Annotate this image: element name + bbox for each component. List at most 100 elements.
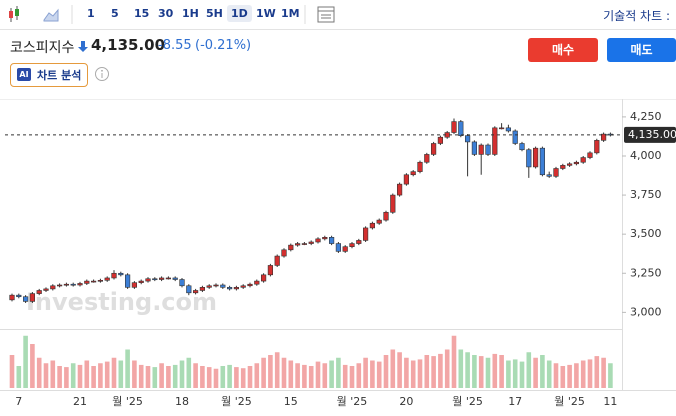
last-price-box bbox=[624, 126, 676, 143]
volume-bar bbox=[506, 360, 511, 388]
candle-body bbox=[349, 243, 355, 247]
volume-bar bbox=[526, 352, 532, 388]
candle-body bbox=[410, 171, 416, 176]
volume-bar bbox=[91, 366, 96, 388]
x-tick-label: 11 bbox=[603, 395, 617, 408]
volume-bar bbox=[594, 356, 600, 388]
y-tick-label: 3,500 bbox=[630, 227, 662, 240]
volume-bar bbox=[308, 366, 314, 388]
sell-button[interactable]: 매도 bbox=[607, 38, 676, 62]
volume-bar bbox=[444, 349, 450, 388]
interval-button[interactable]: 1W bbox=[256, 7, 276, 20]
volume-bar bbox=[70, 363, 76, 388]
candle-body bbox=[553, 168, 559, 177]
volume-bar bbox=[254, 363, 260, 388]
volume-bar bbox=[512, 359, 518, 388]
candle-body bbox=[36, 290, 42, 294]
interval-button[interactable]: 1M bbox=[281, 7, 300, 20]
candle-body bbox=[566, 163, 573, 166]
candle-body bbox=[498, 127, 505, 130]
volume-bar bbox=[519, 361, 525, 388]
candle-body bbox=[84, 280, 90, 284]
candle-body bbox=[505, 127, 512, 132]
volume-bar bbox=[458, 349, 464, 388]
volume-bar bbox=[227, 364, 232, 388]
volume-bar bbox=[397, 352, 402, 388]
candle-body bbox=[600, 133, 607, 141]
chart-menu[interactable]: 기술적 차트 : bbox=[603, 9, 670, 23]
volume-bar bbox=[349, 366, 355, 388]
candle-body bbox=[301, 243, 308, 245]
candle-body bbox=[247, 283, 253, 287]
volume-bar bbox=[261, 357, 266, 388]
interval-button[interactable]: 1H bbox=[182, 7, 199, 20]
volume-bar bbox=[16, 366, 22, 388]
candle-body bbox=[335, 243, 342, 252]
interval-button[interactable]: 30 bbox=[158, 7, 174, 20]
candle-body bbox=[186, 285, 192, 294]
volume-bar bbox=[465, 352, 470, 388]
candle-body bbox=[274, 255, 280, 266]
candle-body bbox=[315, 238, 321, 243]
volume-bar bbox=[356, 363, 362, 388]
y-tick-label: 3,750 bbox=[630, 188, 662, 201]
candle-body bbox=[206, 285, 212, 288]
volume-bar bbox=[315, 361, 321, 388]
y-tick-label: 3,000 bbox=[630, 305, 662, 318]
candle-body bbox=[539, 147, 545, 176]
candle-body bbox=[138, 280, 144, 283]
candle-body bbox=[471, 141, 478, 155]
buy-button[interactable]: 매수 bbox=[528, 38, 598, 62]
candle-body bbox=[342, 246, 348, 252]
candle-body bbox=[213, 284, 219, 287]
x-tick-label: 18 bbox=[175, 395, 189, 408]
candle-body bbox=[233, 287, 240, 290]
volume-bar bbox=[111, 357, 117, 388]
volume-bar bbox=[404, 357, 409, 388]
area-icon[interactable] bbox=[43, 8, 59, 22]
candle-body bbox=[179, 279, 185, 287]
volume-bar bbox=[125, 349, 130, 388]
candle-body bbox=[369, 222, 376, 229]
volume-bar bbox=[370, 360, 375, 388]
interval-button[interactable]: 5H bbox=[206, 7, 223, 20]
interval-button[interactable]: 1 bbox=[87, 7, 95, 20]
candle-body bbox=[22, 296, 29, 302]
interval-button[interactable]: 15 bbox=[134, 7, 150, 20]
interval-button[interactable]: 1D bbox=[227, 5, 252, 22]
candle-body bbox=[362, 227, 369, 241]
candle-body bbox=[322, 237, 328, 240]
candle-body bbox=[356, 240, 362, 244]
candle-body bbox=[478, 144, 484, 155]
candle-body bbox=[254, 280, 260, 285]
change: -8.55 bbox=[158, 38, 192, 53]
candle-body bbox=[546, 174, 552, 177]
ai-button[interactable] bbox=[10, 63, 88, 87]
table-icon[interactable] bbox=[317, 6, 335, 23]
volume-bar bbox=[213, 368, 219, 388]
volume-bar bbox=[601, 357, 606, 388]
volume-bar bbox=[342, 364, 348, 388]
info-icon[interactable] bbox=[94, 66, 110, 82]
volume-bar bbox=[138, 364, 144, 388]
volume-bar bbox=[295, 363, 300, 388]
volume-bar bbox=[152, 367, 158, 388]
candle-body bbox=[70, 283, 76, 286]
candle-icon[interactable] bbox=[9, 6, 19, 22]
candle-body bbox=[485, 144, 491, 155]
candle-body bbox=[43, 288, 49, 291]
interval-button[interactable]: 5 bbox=[111, 7, 119, 20]
candle-body bbox=[193, 290, 199, 294]
x-tick-label: 20 bbox=[399, 395, 413, 408]
candle-body bbox=[532, 147, 539, 168]
volume-bar bbox=[329, 360, 334, 388]
candle-body bbox=[111, 272, 117, 279]
candle-body bbox=[260, 274, 267, 282]
candle-body bbox=[580, 157, 586, 163]
candle-body bbox=[29, 293, 36, 302]
x-tick-label: 7 bbox=[15, 395, 22, 408]
candle-body bbox=[9, 294, 15, 301]
volume-bar bbox=[302, 364, 307, 388]
y-tick-label: 4,250 bbox=[630, 110, 662, 123]
watermark: Investing.com bbox=[26, 288, 217, 316]
